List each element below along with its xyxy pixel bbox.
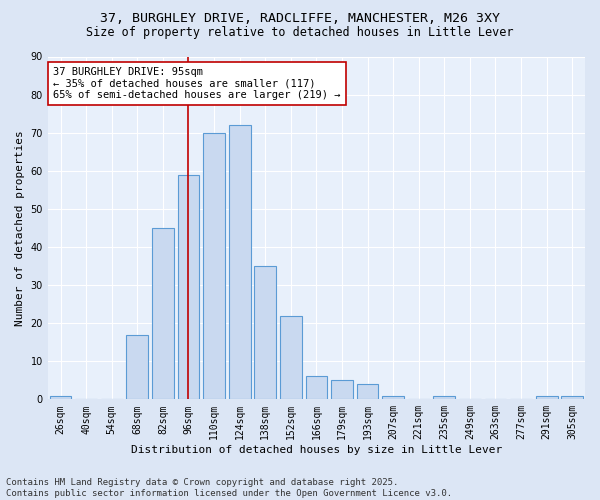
- Bar: [305, 376, 327, 400]
- Text: 37 BURGHLEY DRIVE: 95sqm
← 35% of detached houses are smaller (117)
65% of semi-: 37 BURGHLEY DRIVE: 95sqm ← 35% of detach…: [53, 67, 341, 100]
- Bar: [254, 266, 276, 400]
- Bar: [280, 316, 302, 400]
- Bar: [536, 396, 557, 400]
- Bar: [152, 228, 174, 400]
- Bar: [203, 132, 225, 400]
- Bar: [50, 396, 71, 400]
- Bar: [229, 125, 251, 400]
- Text: Size of property relative to detached houses in Little Lever: Size of property relative to detached ho…: [86, 26, 514, 39]
- Bar: [127, 334, 148, 400]
- X-axis label: Distribution of detached houses by size in Little Lever: Distribution of detached houses by size …: [131, 445, 502, 455]
- Text: Contains HM Land Registry data © Crown copyright and database right 2025.
Contai: Contains HM Land Registry data © Crown c…: [6, 478, 452, 498]
- Bar: [356, 384, 379, 400]
- Bar: [382, 396, 404, 400]
- Bar: [433, 396, 455, 400]
- Bar: [178, 174, 199, 400]
- Bar: [562, 396, 583, 400]
- Bar: [331, 380, 353, 400]
- Text: 37, BURGHLEY DRIVE, RADCLIFFE, MANCHESTER, M26 3XY: 37, BURGHLEY DRIVE, RADCLIFFE, MANCHESTE…: [100, 12, 500, 26]
- Y-axis label: Number of detached properties: Number of detached properties: [15, 130, 25, 326]
